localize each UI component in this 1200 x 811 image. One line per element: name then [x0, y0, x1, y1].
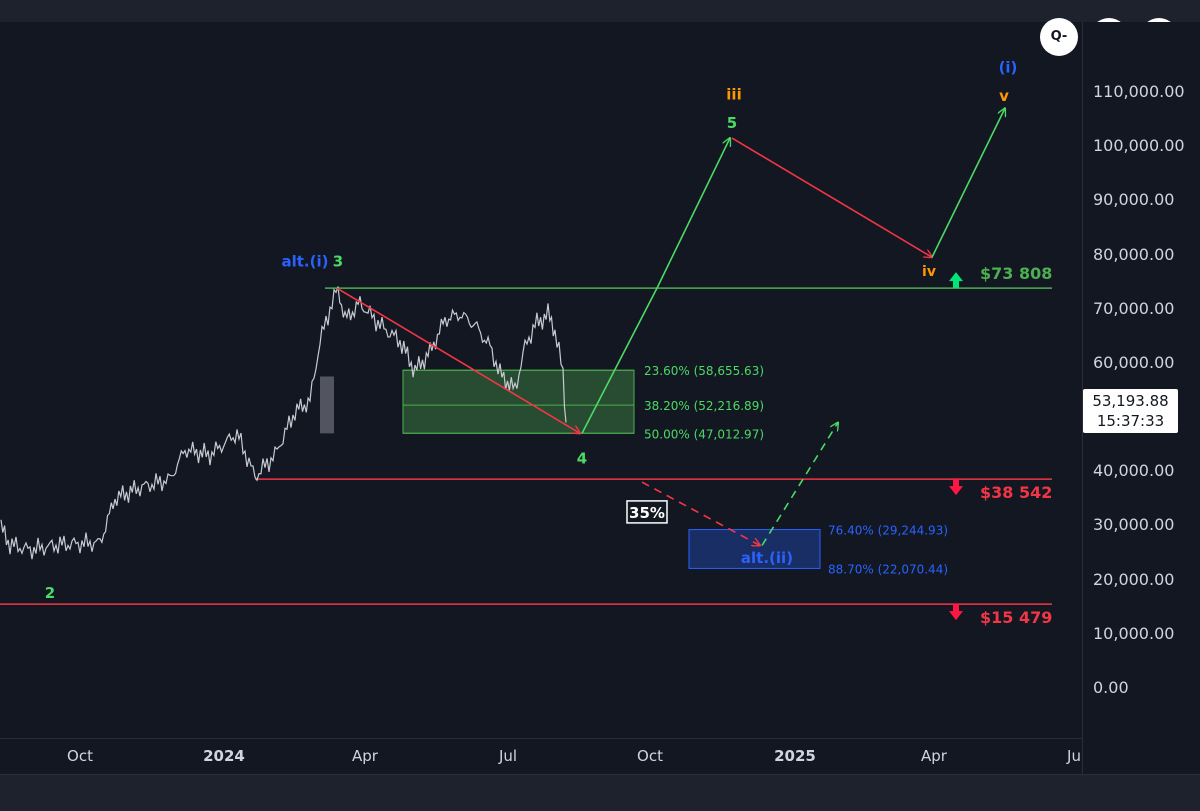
time-tick-label: Ju	[1067, 747, 1081, 765]
price-tick-label: 40,000.00	[1093, 461, 1175, 481]
wave-label: (i)	[999, 59, 1018, 77]
fib-label: 23.60% (58,655.63)	[644, 364, 764, 378]
price-tick-label: 10,000.00	[1093, 623, 1175, 643]
current-price-tag: 53,193.88 15:37:33	[1083, 389, 1178, 433]
time-axis[interactable]: Oct 2024 Apr Jul Oct 2025 Apr Ju	[0, 738, 1082, 775]
top-toolbar	[0, 0, 1200, 22]
arrow-down-icon	[949, 479, 963, 496]
level-label: $15 479	[980, 608, 1052, 627]
price-tick-label: 30,000.00	[1093, 515, 1175, 535]
level-label: $38 542	[980, 483, 1052, 502]
labels-layer: 2 alt.(i) 3 4 iii 5 iv (i) v alt.(ii) 35%	[45, 59, 1018, 603]
arrow-up-icon	[949, 272, 963, 289]
projection-arrow-to-v	[931, 108, 1005, 258]
percent-box	[626, 500, 668, 524]
projection-arrow-to-5	[656, 138, 730, 289]
time-tick-label: Apr	[352, 747, 378, 765]
countdown: 15:37:33	[1096, 412, 1165, 430]
price-tick-label: 20,000.00	[1093, 569, 1175, 589]
wave-label: iii	[726, 86, 741, 104]
fib-zones-layer: 23.60% (58,655.63) 38.20% (52,216.89) 50.0…	[320, 364, 948, 576]
chart-area[interactable]: $73 808 $38 542 $15 479 23.60% (58,655.63)…	[0, 22, 1082, 774]
projection-arrow-4-up	[581, 287, 658, 434]
percent-label: 35%	[629, 504, 665, 522]
price-tick-label: 60,000.00	[1093, 352, 1175, 372]
price-tick-label: 100,000.00	[1093, 136, 1185, 156]
price-tick-label: 90,000.00	[1093, 190, 1175, 210]
price-tick-label: 0.00	[1093, 678, 1129, 697]
current-price: 53,193.88	[1092, 392, 1169, 410]
wave-label: 5	[727, 114, 737, 132]
wave-label: iv	[922, 264, 936, 280]
wave-label: 3	[333, 253, 343, 271]
wave-label: alt.(i)	[282, 253, 329, 271]
projection-arrow-5-iv	[731, 137, 932, 257]
price-series-line	[0, 286, 567, 560]
price-series-layer	[0, 286, 567, 560]
time-tick-label: Oct	[637, 747, 663, 765]
wave-label: 2	[45, 584, 55, 602]
level-label: $73 808	[980, 264, 1052, 283]
fib-label: 76.40% (29,244.93)	[828, 524, 948, 538]
arrow-down-icon	[949, 604, 963, 621]
price-tick-label: 110,000.00	[1093, 82, 1185, 101]
projection-arrow-3-4	[336, 287, 580, 433]
time-tick-label: Apr	[921, 747, 947, 765]
alt-arrow-up	[761, 423, 838, 546]
fib-label: 38.20% (52,216.89)	[644, 399, 764, 413]
wave-label: alt.(ii)	[741, 549, 793, 567]
wave-label: v	[999, 87, 1009, 105]
wave-label: 4	[577, 449, 587, 467]
volume-block	[320, 376, 334, 434]
time-tick-label: Oct	[67, 747, 93, 765]
levels-layer: $73 808 $38 542 $15 479	[0, 264, 1052, 627]
time-tick-label: Jul	[498, 747, 518, 765]
fib-label: 50.00% (47,012.97)	[644, 427, 764, 441]
fib-zone-blue	[688, 529, 821, 569]
time-tick-label: 2024	[203, 747, 245, 765]
price-chart[interactable]: $73 808 $38 542 $15 479 23.60% (58,655.63)…	[0, 22, 1082, 774]
fib-label: 88.70% (22,070.44)	[828, 562, 948, 576]
time-tick-label: 2025	[774, 747, 816, 765]
price-tick-label: 70,000.00	[1093, 298, 1175, 318]
price-tick-label: 80,000.00	[1093, 244, 1175, 264]
zoom-out-button[interactable]: Q-	[1040, 18, 1078, 56]
bottom-toolbar	[0, 774, 1200, 811]
projection-arrows-layer	[336, 108, 1005, 546]
